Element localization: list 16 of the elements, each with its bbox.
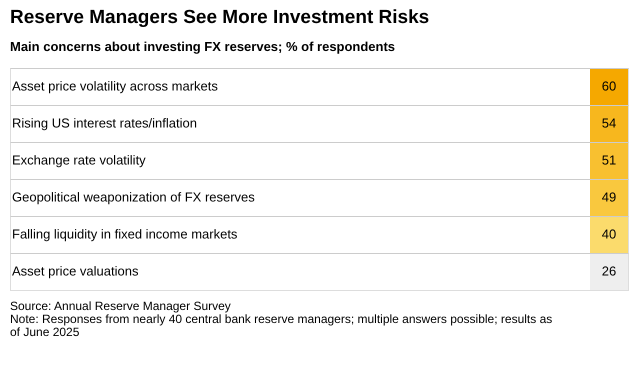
text: Reserve Managers See More Investment Risks (10, 7, 430, 28)
y-tick-label: Geopolitical weaponization of FX reserves (12, 190, 256, 204)
data-label: 51 (602, 152, 616, 168)
data-label: 49 (602, 190, 616, 204)
data-label: 54 (602, 116, 616, 130)
source-note: Source: Annual Reserve Manager Survey (10, 299, 231, 313)
y-tick-label: Asset price volatility across markets (12, 78, 218, 94)
y-tick-label: Asset price valuations (12, 264, 139, 278)
y-tick-label: Exchange rate volatility (12, 152, 146, 168)
text: Note: Responses from nearly 40 central bank reserve managers; multiple answers possible; results as of June 2025 (10, 312, 552, 339)
data-label: 26 (602, 264, 616, 278)
y-tick-label: Falling liquidity in fixed income markets (12, 226, 238, 242)
y-tick-label: Rising US interest rates/inflation (12, 116, 197, 130)
data-label: 40 (602, 226, 616, 242)
text: Main concerns about investing FX reserves; % of respondents (10, 39, 396, 54)
data-label: 60 (602, 78, 616, 94)
